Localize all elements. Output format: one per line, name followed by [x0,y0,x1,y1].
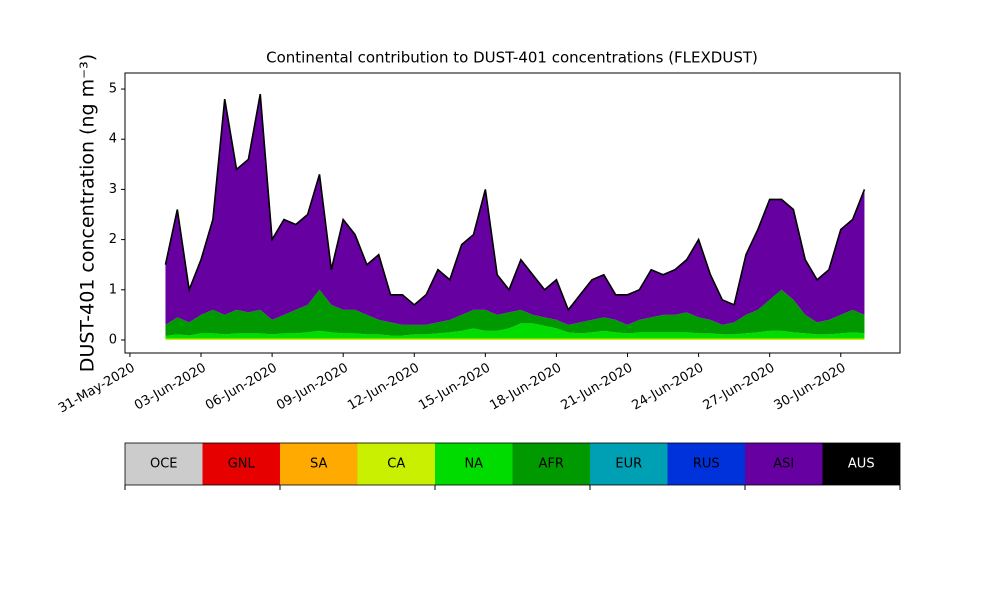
area [165,289,865,336]
y-tick-label: 5 [109,82,117,97]
colorbar-label: OCE [150,457,178,472]
chart-title: Continental contribution to DUST-401 con… [266,49,758,67]
y-tick-label: 2 [109,232,117,247]
x-tick-label: 27-Jun-2020 [701,361,778,414]
x-tick-label: 03-Jun-2020 [132,361,209,414]
colorbar-cell [822,443,900,485]
y-axis-label: DUST-401 concentration (ng m⁻³) [77,54,99,372]
x-tick-label: 12-Jun-2020 [345,361,422,414]
y-tick-label: 4 [109,132,117,147]
x-tick-label: 06-Jun-2020 [203,361,280,414]
x-tick-label: 30-Jun-2020 [772,361,849,414]
colorbar-cell [202,443,280,485]
colorbar-cell [357,443,435,485]
colorbar-cell [435,443,513,485]
colorbar-label: RUS [693,457,720,472]
y-tick-label: 0 [109,332,117,347]
area [165,338,865,340]
colorbar-label: AUS [848,457,875,472]
colorbar-cell [590,443,668,485]
colorbar-label: GNL [228,457,256,472]
x-tick-label: 15-Jun-2020 [416,361,493,414]
colorbar-cell [667,443,745,485]
x-tick-label: 18-Jun-2020 [487,361,564,414]
x-tick-label: 09-Jun-2020 [274,361,351,414]
colorbar-label: EUR [615,457,642,472]
colorbar-cell [512,443,590,485]
colorbar-cell [745,443,823,485]
y-tick-label: 3 [109,182,117,197]
total-outline [164,93,866,312]
colorbar-label: CA [387,457,405,472]
colorbar-label: AFR [539,457,564,472]
colorbar-label: ASI [773,457,794,472]
plot-frame [124,72,901,354]
colorbar-frame [124,442,901,486]
colorbar-label: SA [310,457,327,472]
area [165,94,865,325]
area [165,323,865,339]
x-tick-label: 24-Jun-2020 [630,361,707,414]
colorbar-label: NA [464,457,483,472]
x-tick-label: 21-Jun-2020 [558,361,635,414]
colorbar-cell [280,443,358,485]
y-tick-label: 1 [109,282,117,297]
colorbar-cell [125,443,203,485]
